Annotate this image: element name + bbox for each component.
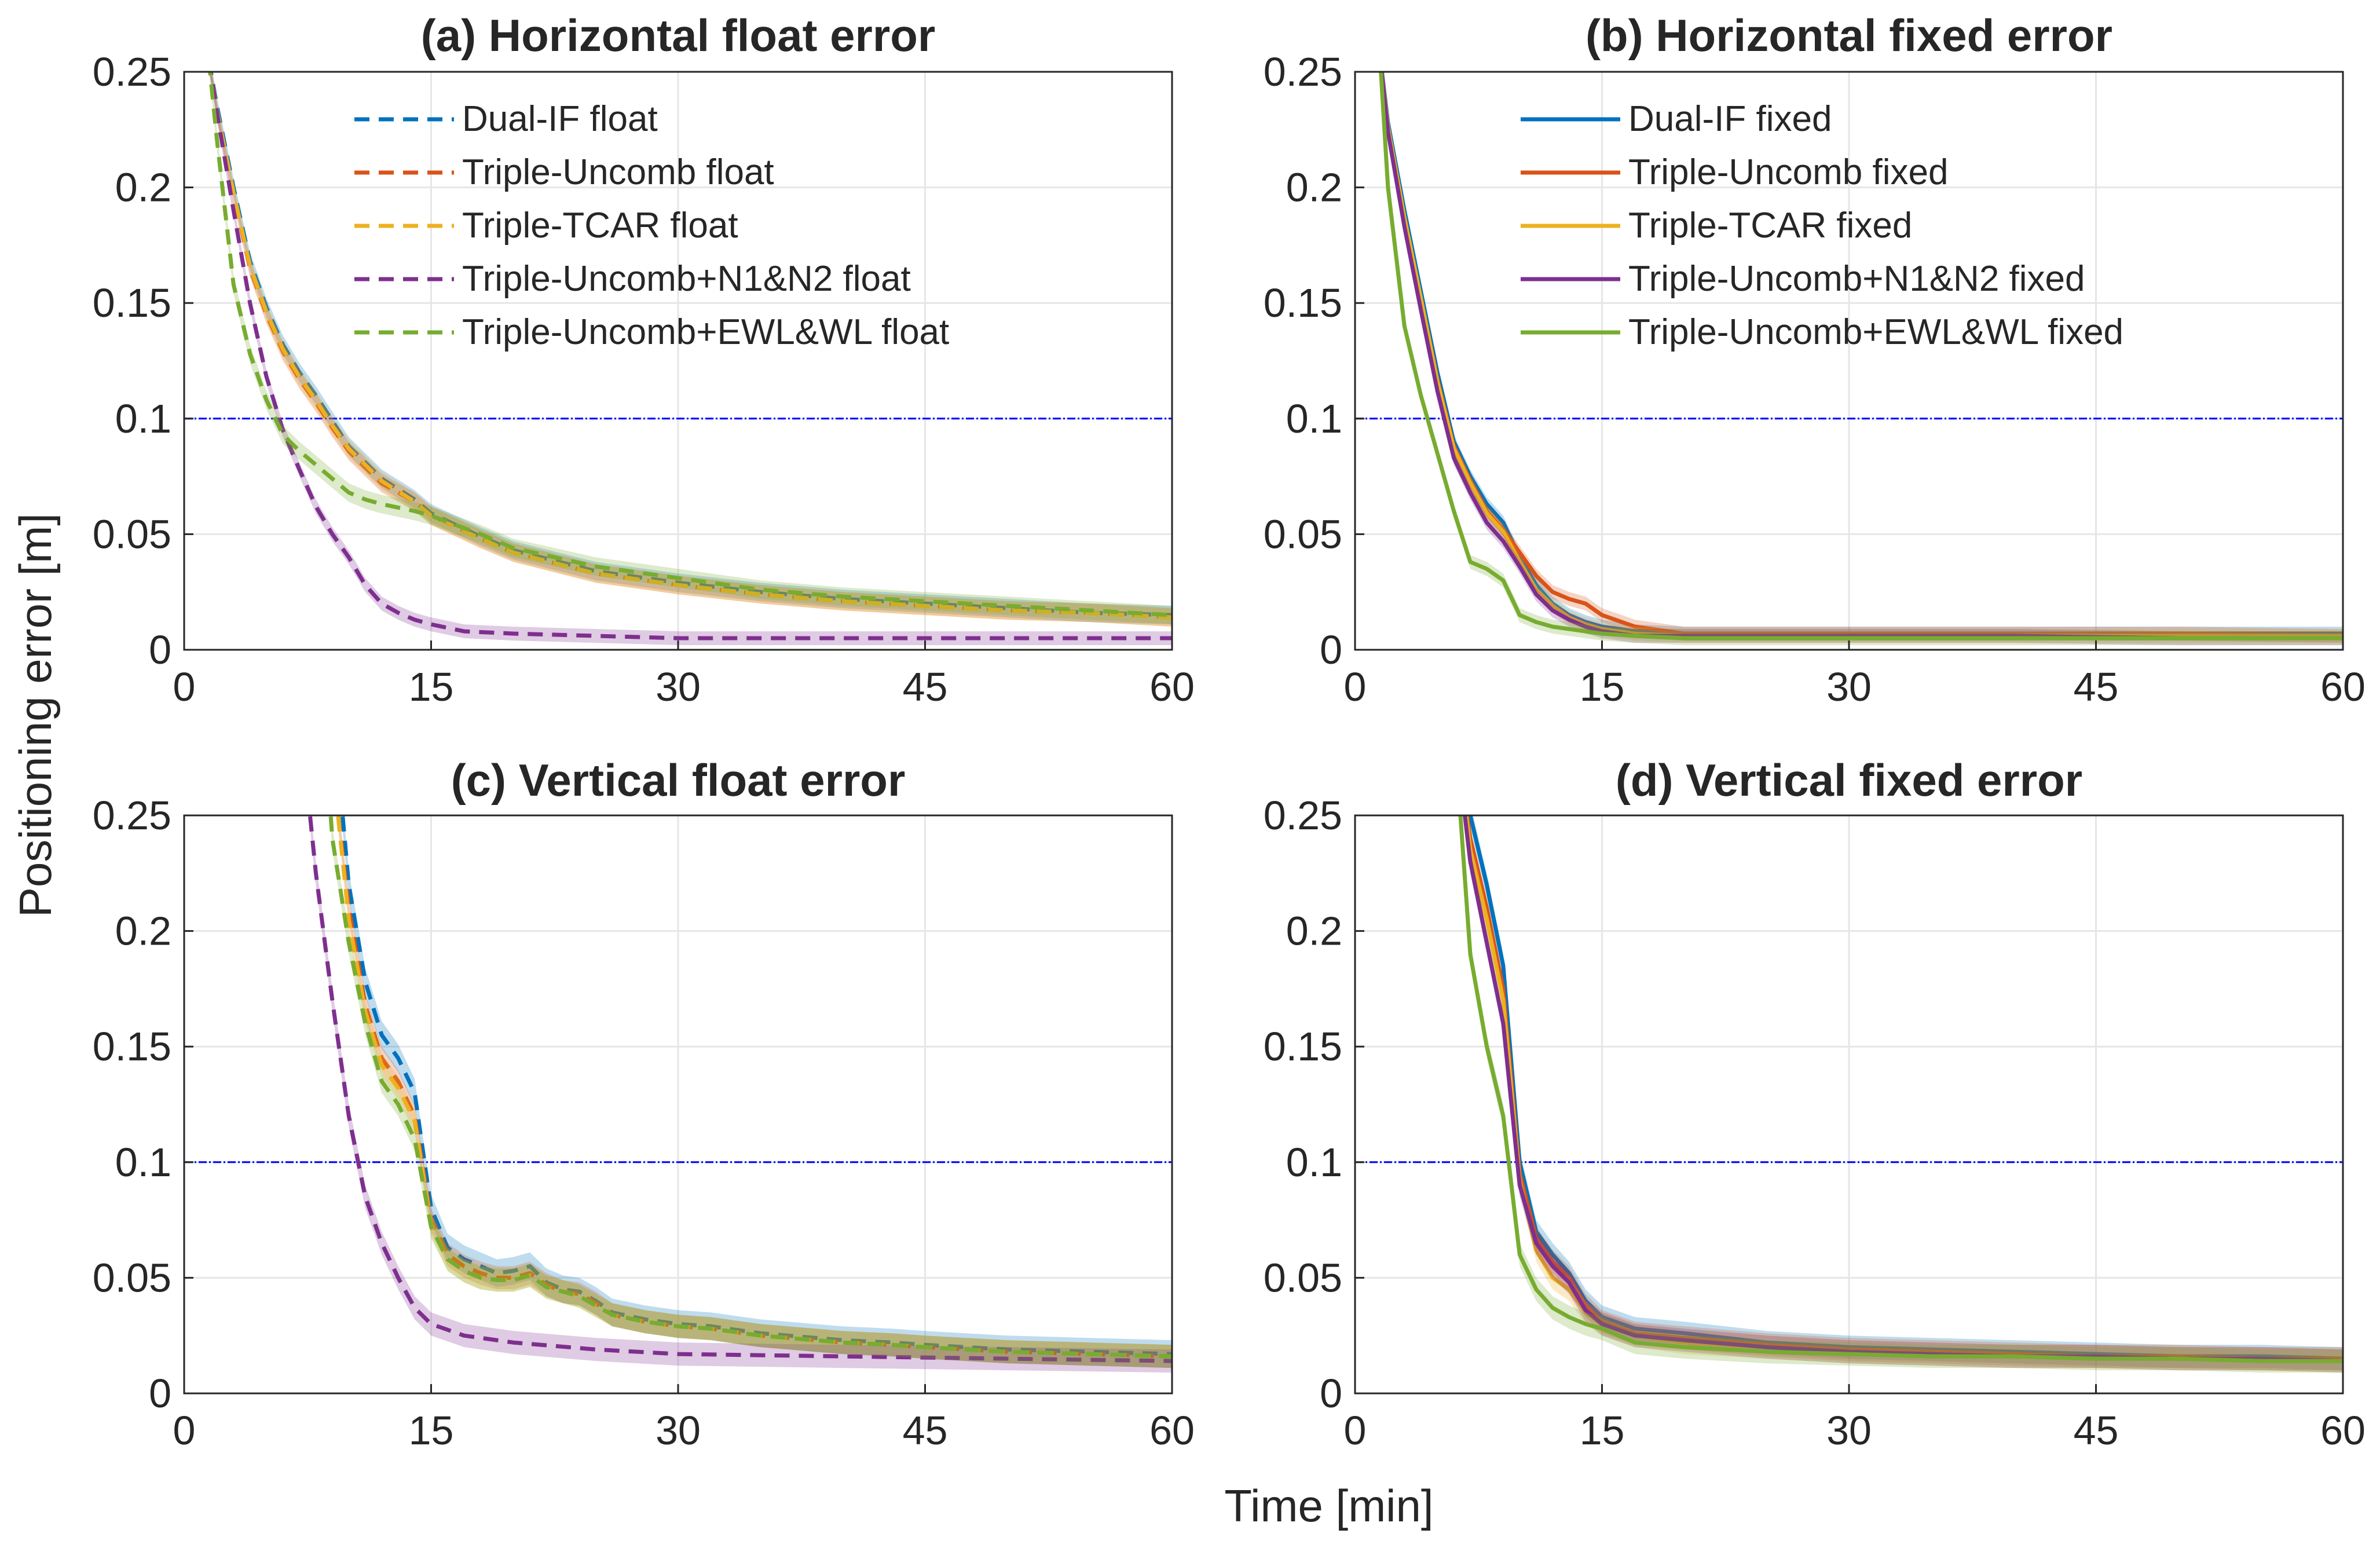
panel-title-b: (b) Horizontal fixed error [1586,10,2112,61]
y-tick-label: 0.05 [93,511,171,557]
series-line-triple-uncomb-plus-ewl-wl-fixed [1458,815,2343,1363]
y-tick-label: 0.15 [1264,280,1342,325]
panel-title-a: (a) Horizontal float error [421,10,935,61]
y-tick-label: 0.05 [1264,511,1342,557]
y-tick-label: 0.1 [1286,396,1342,441]
series-line-triple-tcar-float [208,72,1172,620]
y-tick-label: 0 [1320,627,1342,672]
panel-d: 0 15 30 45 60 0 0.05 0.1 0.15 0.2 0.25 (d) Vertical… [1264,755,2366,1453]
y-tick-label: 0 [1320,1371,1342,1416]
panel-c: 0 15 30 45 60 0 0.05 0.1 0.15 0.2 0.25 (c) Vertical… [93,755,1195,1453]
x-tick-label: 0 [173,1408,196,1453]
legend-item: Dual-IF fixed [1521,99,1832,139]
y-tick-label: 0.25 [93,793,171,838]
legend-item: Triple-Uncomb float [354,152,774,192]
x-tick-label: 15 [409,1408,454,1453]
x-tick-label: 0 [173,664,196,709]
legend-label: Dual-IF float [462,99,658,139]
legend-label: Dual-IF fixed [1628,99,1832,139]
series-line-triple-uncomb-plus-n1-n2-float [307,815,1172,1363]
y-tick-label: 0.05 [93,1255,171,1300]
x-tick-label: 0 [1344,664,1367,709]
y-tick-label: 0.2 [115,165,171,210]
legend-label: Triple-Uncomb+N1&N2 fixed [1628,259,2085,299]
plot-area [208,72,1172,646]
legend-item: Triple-Uncomb+EWL&WL float [354,312,949,352]
x-tick-label: 30 [1826,664,1872,709]
legend-label: Triple-Uncomb fixed [1628,152,1948,192]
x-tick-label: 45 [903,664,948,709]
panel-title-c: (c) Vertical float error [451,755,906,806]
x-tick-label: 30 [1826,1408,1872,1453]
y-tick-label: 0 [149,1371,171,1416]
plot-area [1458,815,2343,1373]
series-line-triple-uncomb-plus-ewl-wl-float [328,815,1172,1359]
x-tick-label: 45 [2074,1408,2119,1453]
plot-area [1379,72,2343,646]
y-tick-label: 0.1 [115,396,171,441]
y-tick-label: 0.15 [93,280,171,325]
x-tick-label: 15 [1580,1408,1625,1453]
x-tick-label: 15 [1580,664,1625,709]
panel-a: 0 15 30 45 60 0 0.05 0.1 0.15 0.2 0.25 (a) Horizont… [93,10,1195,709]
panels: 0 15 30 45 60 0 0.05 0.1 0.15 0.2 0.25 (a) Horizont… [93,10,2366,1453]
x-tick-label: 30 [656,1408,701,1453]
series-line-triple-uncomb-plus-n1-n2-float [208,72,1172,641]
legend-label: Triple-Uncomb float [462,152,774,192]
y-axis-label: Positioning error [m] [10,513,61,917]
series-line-triple-uncomb-plus-n1-n2-fixed [1379,72,2343,641]
x-tick-label: 45 [903,1408,948,1453]
legend-item: Triple-Uncomb+N1&N2 fixed [1521,259,2085,299]
y-tick-label: 0.2 [1286,909,1342,954]
series-line-triple-uncomb-plus-ewl-wl-float [208,72,1172,617]
plot-area [307,815,1172,1373]
legend-label: Triple-Uncomb+EWL&WL float [462,312,949,352]
legend-item: Triple-Uncomb+EWL&WL fixed [1521,312,2123,352]
y-tick-label: 0.05 [1264,1255,1342,1300]
legend-item: Dual-IF float [354,99,658,139]
legend-label: Triple-TCAR float [462,206,738,246]
legend-b: Dual-IF fixed Triple-Uncomb fixed Triple-T… [1521,99,2123,352]
legend-a: Dual-IF float Triple-Uncomb float Triple-T… [354,99,949,352]
y-tick-label: 0.25 [1264,793,1342,838]
series-line-dual-if-float [208,72,1172,617]
y-tick-label: 0.15 [1264,1024,1342,1069]
series-line-triple-uncomb-float [336,815,1172,1359]
y-tick-label: 0.25 [1264,49,1342,94]
series-line-dual-if-float [340,815,1172,1356]
y-tick-label: 0.15 [93,1024,171,1069]
y-tick-label: 0 [149,627,171,672]
panel-b: 0 15 30 45 60 0 0.05 0.1 0.15 0.2 0.25 (b) Horizont… [1264,10,2366,709]
y-tick-label: 0.1 [115,1140,171,1185]
y-tick-label: 0.2 [1286,165,1342,210]
y-tick-label: 0.1 [1286,1140,1342,1185]
legend-label: Triple-TCAR fixed [1628,206,1912,246]
x-tick-label: 60 [1149,1408,1195,1453]
x-tick-label: 0 [1344,1408,1367,1453]
legend-item: Triple-TCAR fixed [1521,206,1912,246]
series-line-triple-tcar-float [336,815,1172,1359]
x-tick-label: 15 [409,664,454,709]
x-axis-label: Time [min] [1224,1480,1433,1531]
series-line-triple-uncomb-plus-ewl-wl-fixed [1379,72,2343,641]
legend-label: Triple-Uncomb+EWL&WL fixed [1628,312,2123,352]
legend-item: Triple-Uncomb+N1&N2 float [354,259,911,299]
x-tick-label: 30 [656,664,701,709]
x-tick-label: 60 [2320,664,2366,709]
legend-label: Triple-Uncomb+N1&N2 float [462,259,911,299]
x-tick-label: 60 [1149,664,1195,709]
y-tick-label: 0.2 [115,909,171,954]
legend-item: Triple-Uncomb fixed [1521,152,1948,192]
x-tick-label: 60 [2320,1408,2366,1453]
y-tick-label: 0.25 [93,49,171,94]
x-tick-label: 45 [2074,664,2119,709]
panel-title-d: (d) Vertical fixed error [1616,755,2082,806]
legend-item: Triple-TCAR float [354,206,738,246]
